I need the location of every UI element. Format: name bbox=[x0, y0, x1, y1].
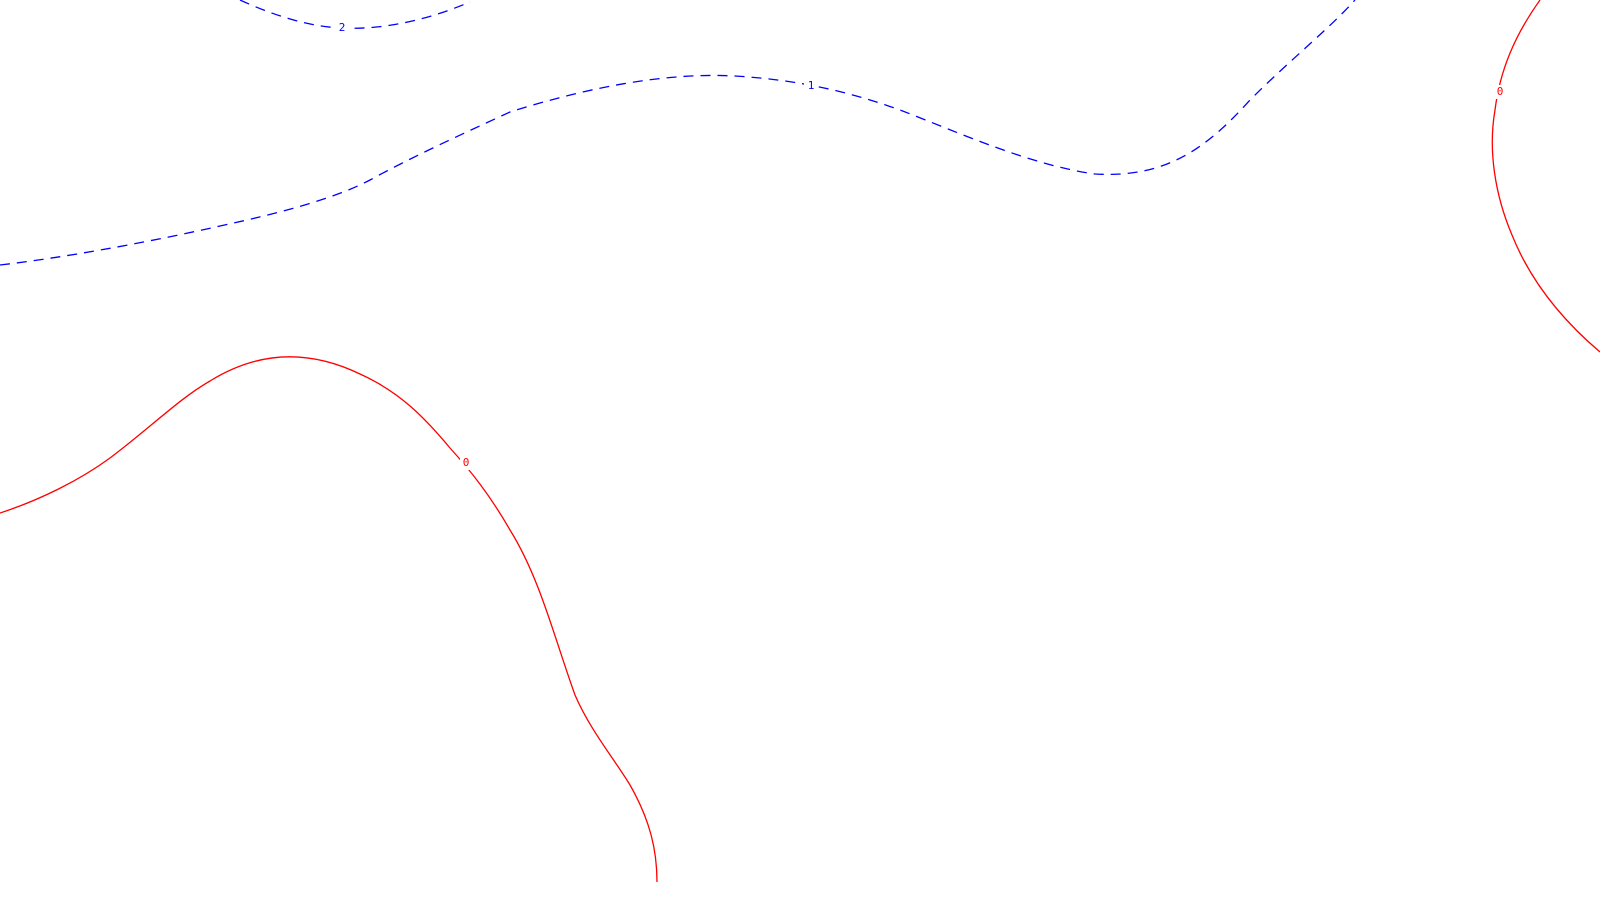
contour-label-minus-1: 1 bbox=[808, 79, 815, 92]
contour-line-minus-2 bbox=[239, 0, 471, 29]
contour-label-bg bbox=[1494, 85, 1506, 99]
contour-line-minus-1 bbox=[0, 0, 1356, 266]
contour-label-zero: 0 bbox=[463, 456, 470, 469]
contour-label-bg bbox=[335, 21, 349, 35]
contour-label-zero-right: 0 bbox=[1497, 85, 1504, 98]
contour-line-zero bbox=[0, 356, 658, 883]
contour-label-minus-2: 2 bbox=[339, 21, 346, 34]
contour-line-zero-right bbox=[1491, 0, 1600, 353]
contour-label-bg bbox=[460, 456, 472, 470]
contour-label-bg bbox=[804, 79, 818, 93]
